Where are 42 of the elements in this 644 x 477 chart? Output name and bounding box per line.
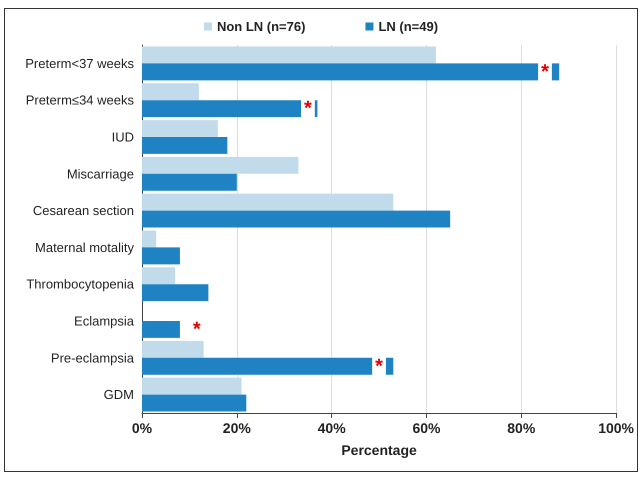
bar bbox=[142, 83, 199, 100]
bar bbox=[142, 378, 242, 395]
y-tick-label: IUD bbox=[112, 130, 134, 144]
annotation: * bbox=[304, 98, 312, 120]
bar bbox=[142, 321, 180, 338]
y-tick-label: Maternal motality bbox=[35, 240, 134, 255]
x-tick-label: 40% bbox=[318, 420, 346, 436]
bar bbox=[142, 247, 180, 264]
bar bbox=[142, 63, 560, 80]
annotation: * bbox=[541, 60, 550, 83]
y-tick-label: Thrombocytopenia bbox=[26, 276, 135, 292]
bar bbox=[142, 210, 450, 228]
x-tick-label: 0% bbox=[132, 420, 153, 436]
x-tick-label: 60% bbox=[412, 420, 442, 436]
y-tick-label: Cesarean section bbox=[32, 203, 134, 218]
x-axis-title: Percentage bbox=[341, 442, 417, 458]
bar bbox=[142, 194, 394, 211]
bar bbox=[142, 137, 228, 154]
bar bbox=[142, 267, 176, 284]
annotation: * bbox=[375, 355, 384, 378]
legend-label: LN (n=49) bbox=[378, 19, 438, 34]
bar bbox=[142, 100, 318, 118]
annotation: * bbox=[192, 318, 201, 340]
bar bbox=[142, 394, 246, 412]
y-tick-label: Preterm<37 weeks bbox=[25, 56, 134, 71]
x-tick-label: 80% bbox=[507, 420, 536, 436]
bar bbox=[142, 358, 394, 375]
y-tick-label: Preterm≤34 weeks bbox=[26, 92, 134, 108]
x-tick-label: 20% bbox=[222, 420, 252, 436]
y-tick-label: Pre-eclampsia bbox=[50, 350, 135, 366]
y-tick-label: Miscarriage bbox=[66, 166, 134, 182]
bar bbox=[142, 46, 436, 64]
y-tick-label: Eclampsia bbox=[74, 314, 135, 328]
bar bbox=[142, 120, 218, 137]
bar bbox=[142, 340, 204, 358]
bar bbox=[142, 230, 156, 248]
bar bbox=[142, 156, 298, 174]
bar bbox=[142, 174, 237, 191]
y-tick-label: GDM bbox=[104, 387, 134, 402]
bar bbox=[142, 284, 208, 302]
x-tick-label: 100% bbox=[598, 420, 635, 436]
legend-label: Non LN (n=76) bbox=[216, 19, 306, 34]
